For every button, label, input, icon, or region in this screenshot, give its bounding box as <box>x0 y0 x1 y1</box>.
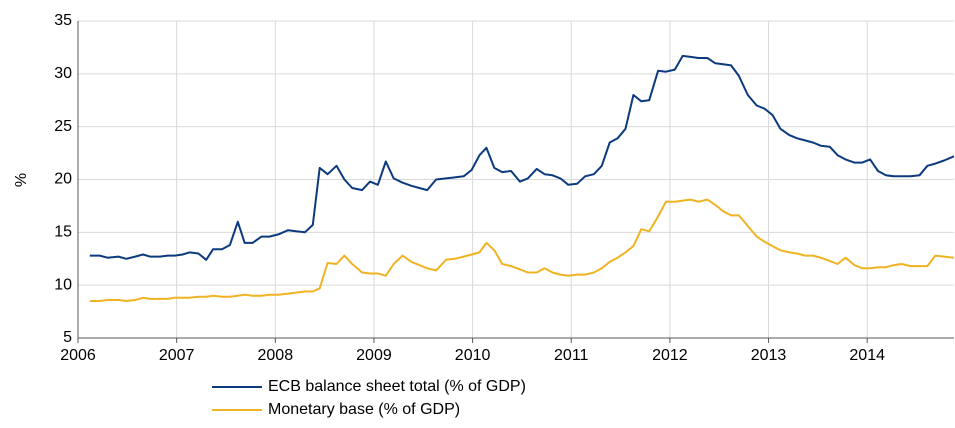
x-tick-label: 2014 <box>849 347 885 364</box>
y-axis-label: % <box>13 173 30 187</box>
series-line <box>89 198 955 302</box>
legend-label: ECB balance sheet total (% of GDP) <box>268 378 526 395</box>
x-tick-label: 2006 <box>60 347 96 364</box>
y-tick-label: 35 <box>54 12 72 29</box>
x-tick-label: 2008 <box>258 347 294 364</box>
x-tick-label: 2009 <box>356 347 392 364</box>
y-tick-label: 20 <box>54 171 72 188</box>
legend-label: Monetary base (% of GDP) <box>268 401 460 418</box>
y-tick-label: 15 <box>54 224 72 241</box>
y-tick-label: 30 <box>54 65 72 82</box>
x-tick-label: 2013 <box>751 347 787 364</box>
y-tick-label: 10 <box>54 276 72 293</box>
x-tick-label: 2011 <box>554 347 589 364</box>
x-tick-label: 2007 <box>159 347 195 364</box>
series-line <box>89 54 955 261</box>
x-tick-label: 2012 <box>652 347 688 364</box>
y-tick-label: 25 <box>54 118 72 135</box>
x-tick-label: 2010 <box>455 347 491 364</box>
y-tick-label: 5 <box>63 329 72 346</box>
